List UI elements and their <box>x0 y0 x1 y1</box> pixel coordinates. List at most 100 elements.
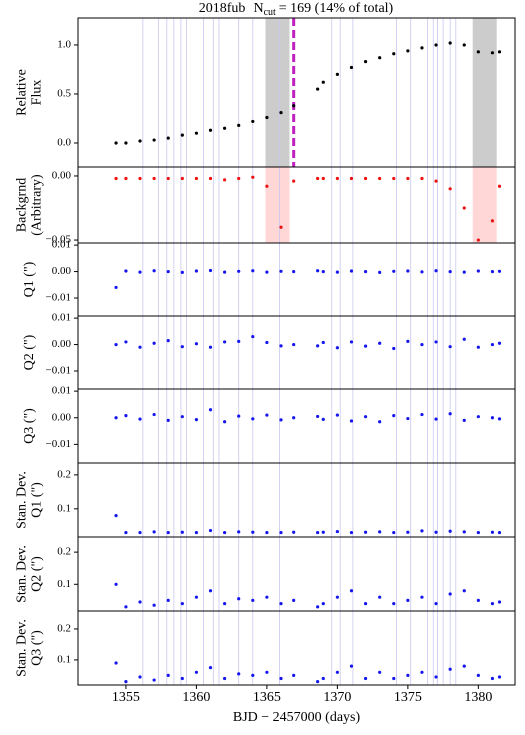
data-point <box>114 176 118 181</box>
title-sub: cut <box>264 7 276 18</box>
data-point <box>251 673 255 678</box>
data-point <box>490 530 495 534</box>
chart-title: 2018fub Ncut = 169 (14% of total) <box>199 1 394 18</box>
data-point <box>292 416 296 420</box>
data-point <box>335 346 339 350</box>
data-point <box>138 530 142 535</box>
data-point <box>448 345 452 349</box>
title-rest: = 169 (14% of total) <box>279 1 394 16</box>
x-axis-label: BJD − 2457000 (days) <box>233 710 361 725</box>
data-point <box>208 176 213 181</box>
data-point <box>251 119 255 124</box>
y-tick-label: 0.0 <box>57 137 71 149</box>
data-point <box>138 600 142 604</box>
data-point <box>180 602 184 606</box>
data-point <box>378 56 382 60</box>
data-point <box>434 675 438 679</box>
data-point <box>124 605 128 609</box>
data-point <box>223 530 227 535</box>
y-axis-label: Relative <box>15 69 30 116</box>
data-point <box>124 679 128 684</box>
data-point <box>406 598 410 602</box>
data-point <box>166 269 170 274</box>
x-tick-label: 1380 <box>464 690 492 705</box>
y-tick-label: −0.01 <box>46 365 71 377</box>
y-tick-label: 0.2 <box>57 546 71 558</box>
x-tick-label: 1365 <box>253 690 281 705</box>
data-point <box>265 184 269 188</box>
data-point <box>251 175 255 179</box>
data-point <box>265 115 269 120</box>
data-point <box>208 528 213 533</box>
data-point <box>180 345 184 349</box>
data-point <box>363 176 368 181</box>
panel: −0.01 0.00 0.01 Q1 (") <box>22 239 516 317</box>
y-axis-label: Q2 (") <box>22 334 37 370</box>
data-point <box>420 270 424 274</box>
data-point <box>448 187 452 191</box>
data-point <box>316 176 320 181</box>
data-point <box>462 418 466 423</box>
data-point <box>378 176 382 181</box>
data-point <box>208 589 213 593</box>
panel-frame <box>77 315 516 390</box>
x-tick-label: 1360 <box>182 690 210 705</box>
data-point <box>124 269 128 273</box>
data-point <box>392 414 396 418</box>
data-point <box>152 678 156 682</box>
cut-span <box>472 167 497 243</box>
y-axis-label: (Arbitrary) <box>30 174 45 236</box>
panel-frame <box>77 610 516 686</box>
data-point <box>166 598 170 602</box>
data-point <box>194 530 199 535</box>
data-point <box>434 530 438 534</box>
data-point <box>490 219 495 223</box>
data-point <box>265 413 269 417</box>
data-point <box>166 530 170 535</box>
data-point <box>138 345 142 349</box>
panel-frame <box>77 242 516 317</box>
data-point <box>265 670 269 674</box>
data-point <box>462 206 466 210</box>
data-point <box>237 123 241 127</box>
data-point <box>114 285 118 290</box>
data-point <box>251 269 255 273</box>
data-point <box>237 672 241 676</box>
data-point <box>208 408 213 412</box>
data-point <box>114 661 118 665</box>
data-point <box>497 269 502 273</box>
panel-frame <box>77 536 516 612</box>
data-point <box>124 141 128 145</box>
data-point <box>448 667 452 671</box>
data-point <box>152 138 156 142</box>
panel-frame <box>77 166 516 244</box>
y-tick-label: 0.2 <box>57 622 71 634</box>
title-n: N <box>253 1 263 16</box>
data-point <box>223 420 227 424</box>
data-point <box>321 530 325 534</box>
data-point <box>180 270 184 274</box>
data-point <box>223 676 227 681</box>
data-point <box>434 179 438 183</box>
data-point <box>476 415 480 419</box>
data-point <box>335 413 339 417</box>
data-point <box>152 530 156 534</box>
y-tick-label: 0.00 <box>52 265 72 277</box>
data-point <box>406 49 410 53</box>
data-point <box>462 270 466 274</box>
data-point <box>279 602 283 606</box>
data-point <box>316 344 320 348</box>
data-point <box>237 530 241 534</box>
data-point <box>138 139 142 143</box>
data-point <box>237 339 241 343</box>
y-axis-label: Stan. Dev. <box>15 619 30 677</box>
data-point <box>321 417 325 421</box>
data-point <box>392 269 396 273</box>
data-point <box>138 675 142 679</box>
y-axis-label: Q3 (") <box>30 630 45 666</box>
data-point <box>152 603 156 607</box>
cut-span <box>472 18 497 167</box>
data-point <box>476 238 480 242</box>
y-tick-label: 1.0 <box>57 38 71 50</box>
